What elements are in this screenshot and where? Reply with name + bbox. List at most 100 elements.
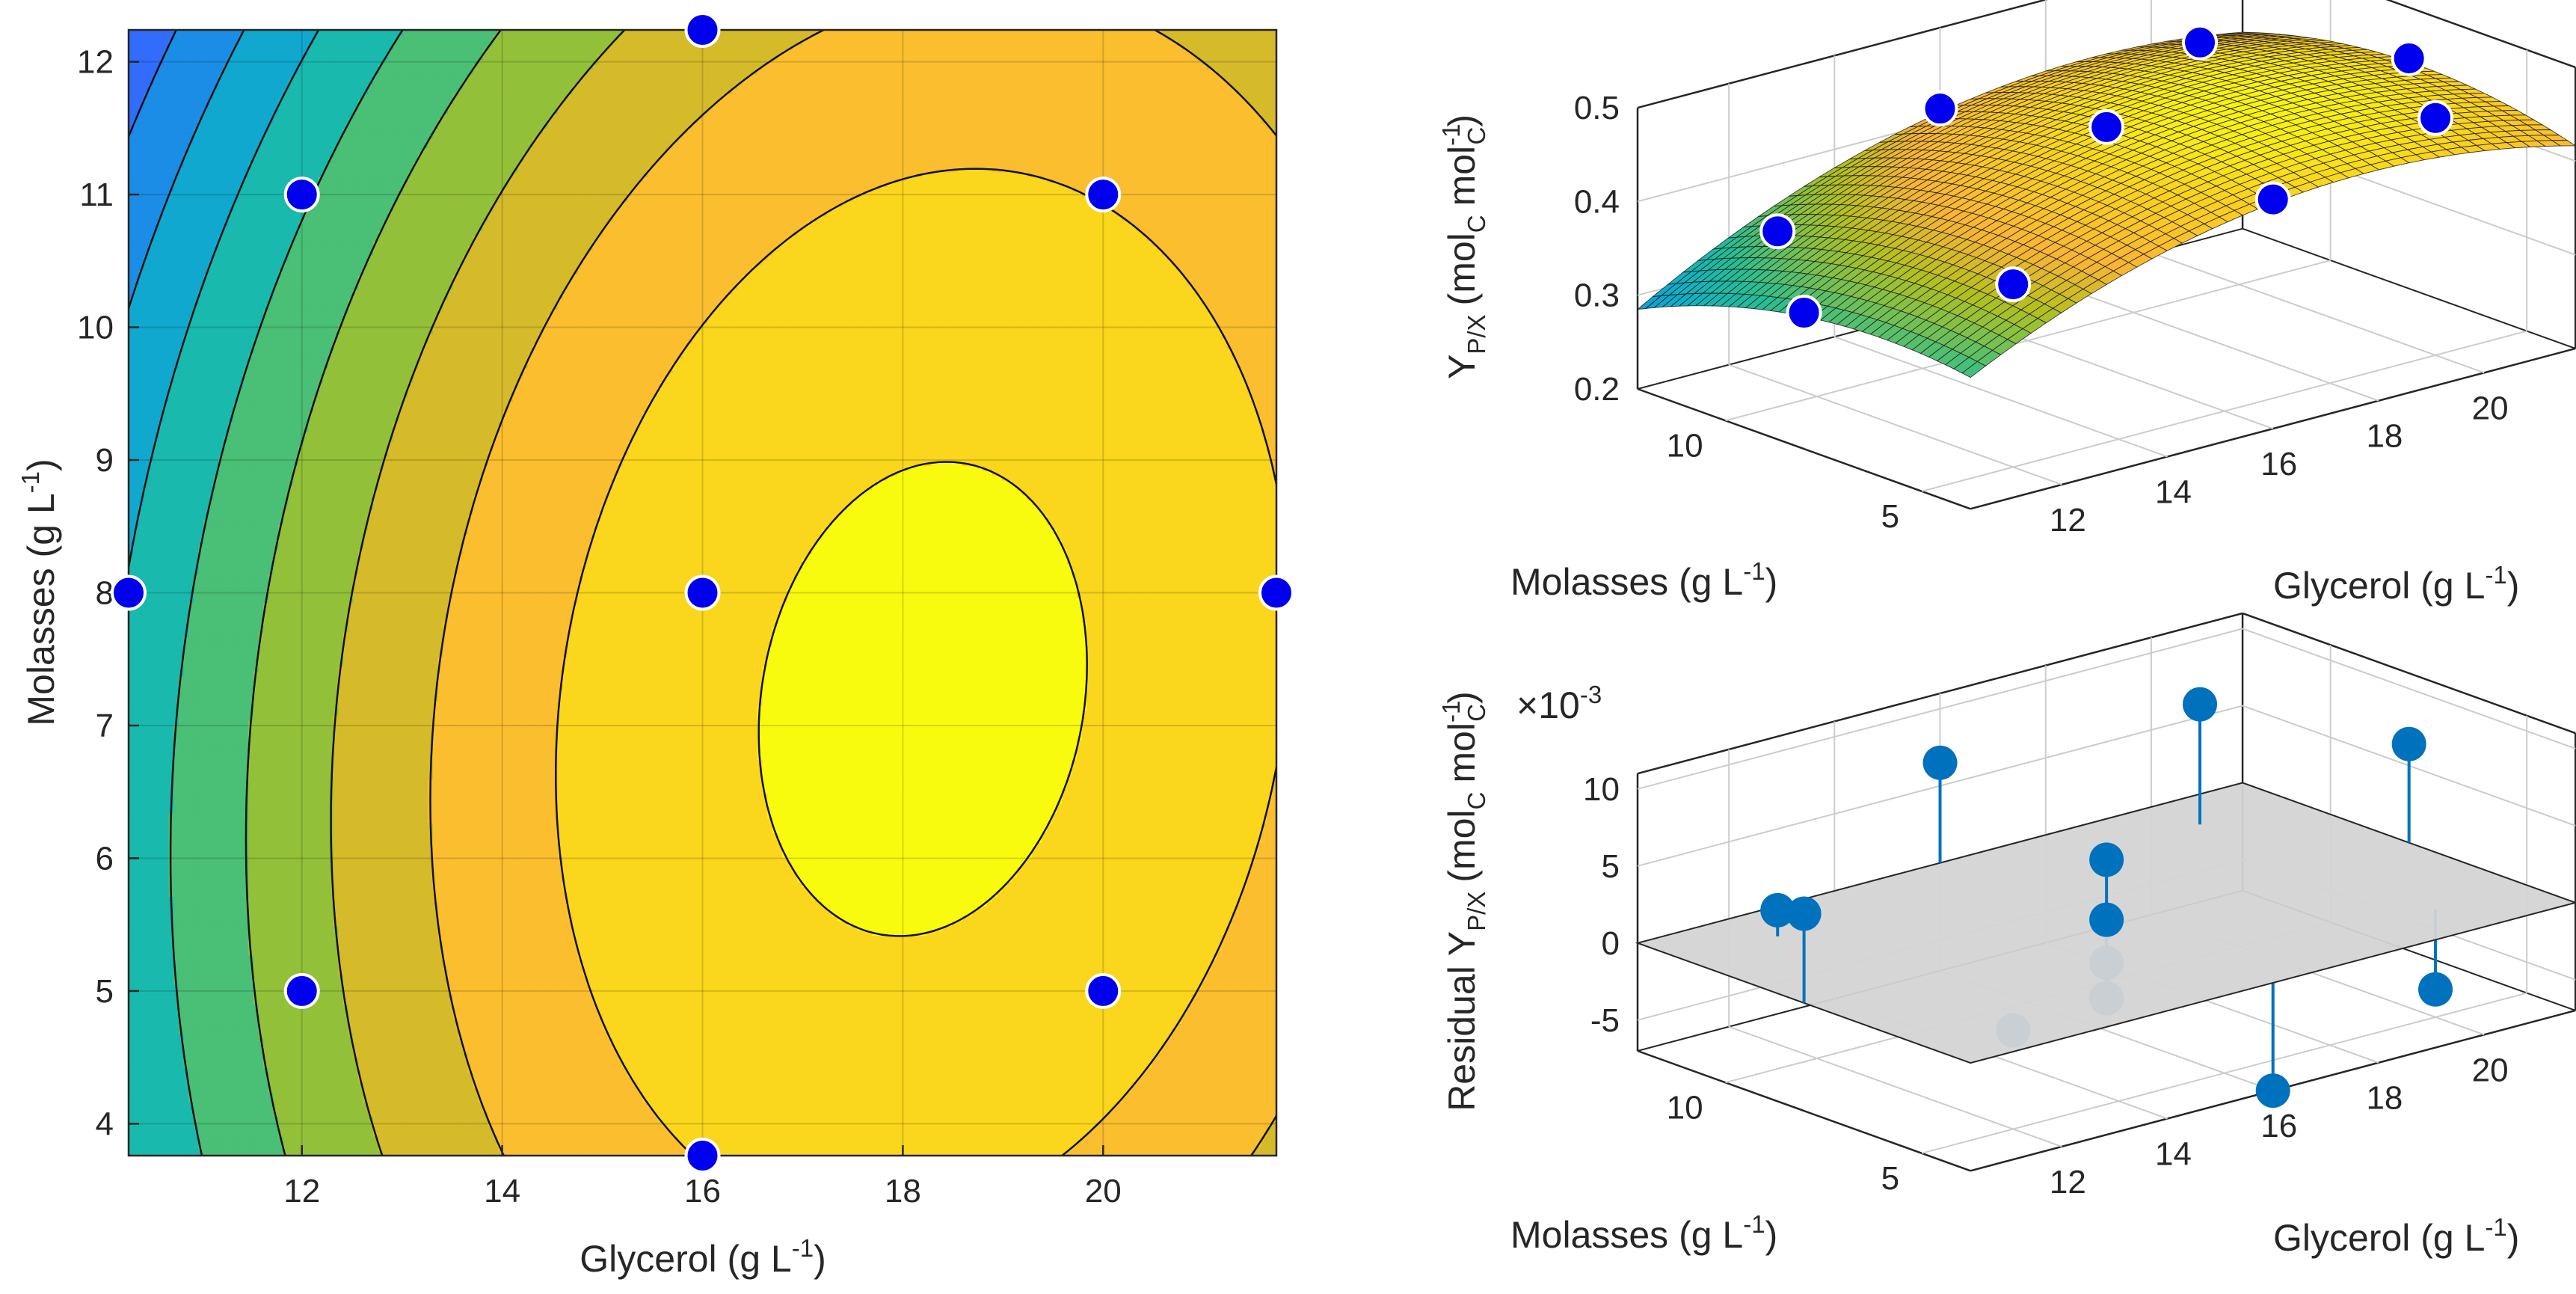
contour-band-cell	[198, 98, 204, 104]
contour-band-cell	[223, 328, 230, 334]
contour-band-cell	[153, 235, 159, 242]
contour-band-cell	[183, 847, 189, 853]
contour-band-cell	[188, 651, 194, 657]
contour-band-cell	[178, 196, 185, 202]
contour-band-cell	[138, 309, 144, 315]
contour-band-cell	[144, 1116, 150, 1122]
contour-band-cell	[198, 925, 204, 931]
contour-band-cell	[193, 999, 200, 1005]
contour-band-cell	[213, 974, 219, 981]
contour-band-cell	[213, 705, 219, 711]
contour-band-cell	[218, 98, 224, 104]
contour-band-cell	[228, 881, 234, 887]
contour-band-cell	[223, 289, 230, 295]
contour-band-cell	[218, 294, 224, 300]
contour-band-cell	[193, 901, 200, 907]
contour-band-cell	[148, 646, 155, 652]
contour-band-cell	[228, 788, 234, 794]
contour-band-cell	[198, 490, 204, 496]
contour-band-cell	[213, 367, 219, 373]
contour-band-cell	[133, 818, 140, 824]
contour-band-cell	[208, 1018, 215, 1025]
contour-band-cell	[159, 490, 165, 496]
contour-band-cell	[198, 754, 204, 760]
contour-band-cell	[159, 602, 165, 608]
contour-band-cell	[218, 186, 224, 192]
contour-band-cell	[223, 602, 230, 608]
contour-band-cell	[193, 40, 200, 46]
contour-band-cell	[178, 793, 185, 800]
contour-band-cell	[148, 529, 155, 535]
contour-band-cell	[133, 265, 140, 271]
contour-band-cell	[144, 910, 150, 917]
contour-band-cell	[188, 436, 194, 442]
contour-band-cell	[163, 577, 170, 584]
contour-band-cell	[178, 720, 185, 726]
contour-band-cell	[193, 421, 200, 427]
contour-band-cell	[133, 127, 140, 134]
contour-band-cell	[218, 343, 224, 349]
contour-band-cell	[159, 1038, 165, 1044]
contour-band-cell	[173, 323, 179, 329]
contour-band-cell	[144, 675, 150, 681]
contour-band-cell	[148, 979, 155, 985]
contour-band-cell	[223, 891, 230, 897]
contour-band-cell	[213, 866, 219, 873]
contour-band-cell	[228, 759, 234, 765]
contour-band-cell	[163, 470, 170, 476]
contour-band-cell	[228, 735, 234, 740]
contour-band-cell	[178, 402, 185, 408]
contour-band-cell	[178, 1141, 185, 1147]
contour-band-cell	[138, 255, 144, 261]
contour-band-cell	[153, 1067, 159, 1073]
contour-band-cell	[138, 920, 144, 927]
contour-band-cell	[183, 749, 189, 755]
contour-band-cell	[193, 69, 200, 75]
contour-band-cell	[208, 847, 215, 853]
contour-band-cell	[228, 230, 234, 236]
contour-band-cell	[218, 534, 224, 540]
contour-band-cell	[173, 773, 179, 779]
contour-band-cell	[223, 583, 230, 589]
contour-band-cell	[148, 754, 155, 760]
contour-band-cell	[213, 323, 219, 329]
contour-band-cell	[188, 88, 194, 94]
contour-band-cell	[188, 906, 194, 912]
contour-band-cell	[144, 656, 150, 662]
contour-band-cell	[193, 88, 200, 94]
contour-band-cell	[223, 646, 230, 652]
contour-band-cell	[223, 759, 230, 765]
contour-band-cell	[218, 544, 224, 550]
contour-band-cell	[218, 470, 224, 476]
contour-band-cell	[208, 1048, 215, 1054]
contour-band-cell	[218, 1097, 224, 1103]
contour-band-cell	[218, 754, 224, 760]
contour-band-cell	[138, 313, 144, 319]
contour-band-cell	[163, 138, 170, 144]
contour-band-cell	[198, 323, 204, 329]
contour-band-cell	[173, 313, 179, 319]
contour-band-cell	[168, 1008, 174, 1014]
contour-band-cell	[148, 666, 155, 672]
contour-band-cell	[223, 142, 230, 148]
contour-band-cell	[233, 509, 239, 515]
contour-band-cell	[193, 319, 200, 325]
contour-band-cell	[193, 363, 200, 369]
contour-band-cell	[173, 847, 179, 853]
contour-band-cell	[133, 323, 140, 329]
contour-band-cell	[144, 1062, 150, 1068]
contour-band-cell	[198, 631, 204, 638]
contour-band-cell	[203, 999, 209, 1005]
contour-band-cell	[133, 88, 140, 94]
contour-band-cell	[198, 779, 204, 785]
contour-band-cell	[183, 529, 189, 535]
contour-band-cell	[213, 1023, 219, 1029]
contour-band-cell	[208, 377, 215, 383]
contour-band-cell	[168, 661, 174, 667]
contour-band-cell	[133, 1043, 140, 1049]
contour-band-cell	[183, 979, 189, 985]
contour-band-cell	[138, 465, 144, 471]
contour-band-cell	[138, 480, 144, 486]
contour-band-cell	[188, 206, 194, 212]
contour-band-cell	[223, 773, 230, 779]
